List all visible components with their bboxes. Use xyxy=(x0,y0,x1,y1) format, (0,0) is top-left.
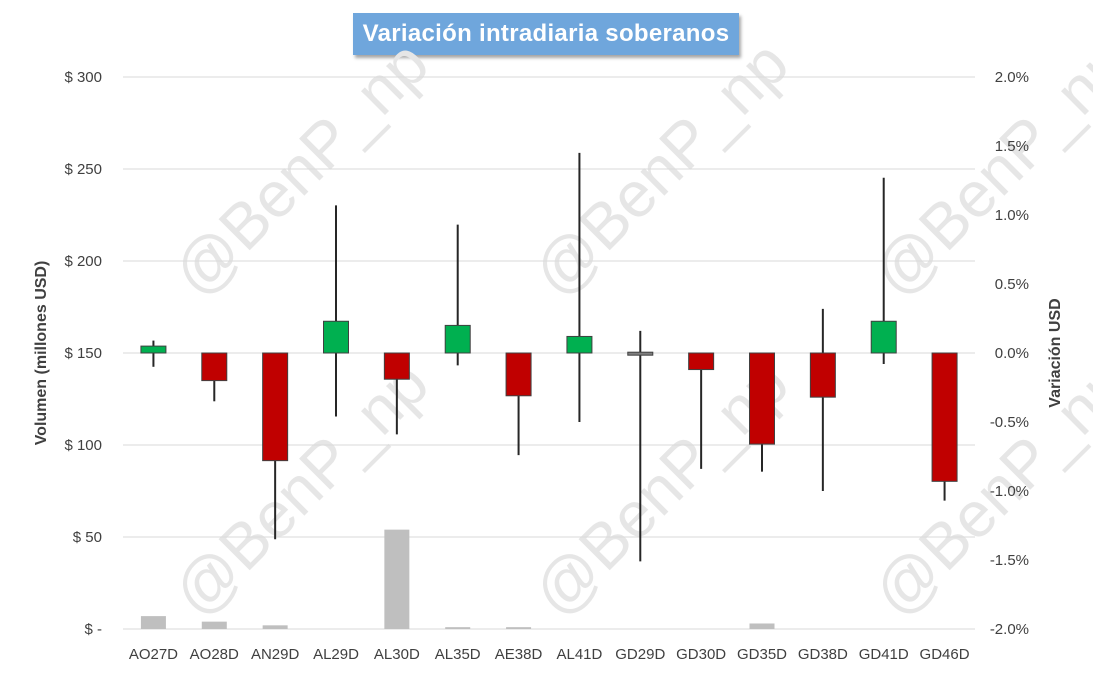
volume-bar xyxy=(262,625,288,629)
x-tick-label: GD46D xyxy=(920,646,970,663)
x-tick-label: GD29D xyxy=(615,646,665,663)
candle-body xyxy=(383,352,410,380)
x-tick-label: AO27D xyxy=(129,646,178,663)
volume-bar xyxy=(445,627,471,629)
x-tick-label: AL35D xyxy=(435,646,481,663)
x-tick-label: AN29D xyxy=(251,646,300,663)
x-tick-label: AO28D xyxy=(190,646,239,663)
x-tick-label: GD38D xyxy=(798,646,848,663)
candle-body xyxy=(749,352,775,445)
candle-body xyxy=(809,352,836,398)
volume-bar xyxy=(384,529,410,629)
left-axis-ticks: $ - $ 50 $ 100 $ 150 $ 200 $ 250 $ 300 xyxy=(64,69,102,638)
x-tick-label: AL29D xyxy=(313,646,359,663)
right-tick-label: -2.0% xyxy=(990,621,1029,638)
candle-body xyxy=(140,345,167,354)
x-tick-label: AE38D xyxy=(495,646,543,663)
left-tick-label: $ 300 xyxy=(64,69,102,86)
volume-bar xyxy=(140,616,166,629)
right-tick-label: 2.0% xyxy=(995,69,1029,86)
right-tick-label: -1.5% xyxy=(990,552,1029,569)
volume-bar xyxy=(749,623,775,629)
x-tick-label: AL30D xyxy=(374,646,420,663)
left-tick-label: $ 150 xyxy=(64,345,102,362)
watermarks: @BenP_np @BenP_np @BenP_np@BenP_np @BenP_np… xyxy=(159,27,1093,630)
right-tick-label: 1.5% xyxy=(995,138,1029,155)
candle-body xyxy=(566,335,593,354)
chart-title: Variación intradiaria soberanos xyxy=(362,20,730,47)
right-tick-label: 0.0% xyxy=(995,345,1029,362)
right-axis-title: Variación USD xyxy=(1047,298,1064,407)
right-tick-label: -1.0% xyxy=(990,483,1029,500)
x-tick-label: GD30D xyxy=(676,646,726,663)
left-axis-title: Volumen (millones USD) xyxy=(33,261,50,446)
left-tick-label: $ 50 xyxy=(73,529,102,546)
candle-body xyxy=(505,352,532,397)
candle-body xyxy=(323,320,349,354)
x-tick-label: GD41D xyxy=(859,646,909,663)
x-axis-ticks: AO27D AO28D AN29D AL29D AL30D AL35D AE38D AL41D… xyxy=(129,646,970,663)
candle-body xyxy=(201,352,228,382)
left-tick-label: $ 100 xyxy=(64,437,102,454)
candle-body xyxy=(688,352,715,371)
right-tick-label: 1.0% xyxy=(995,207,1029,224)
chart-title-box: Variación intradiaria soberanos xyxy=(353,13,739,55)
watermark-text: @BenP_np xyxy=(159,27,442,310)
volume-bars xyxy=(140,529,775,629)
volume-bar xyxy=(506,627,532,629)
right-tick-label: 0.5% xyxy=(995,276,1029,293)
watermark-text: @BenP_np xyxy=(859,27,1093,310)
candle-body xyxy=(931,352,958,482)
watermark-text: @BenP_np xyxy=(519,27,802,310)
candle-body xyxy=(627,351,654,356)
left-tick-label: $ - xyxy=(84,621,102,638)
candle-body xyxy=(444,324,471,354)
x-tick-label: GD35D xyxy=(737,646,787,663)
right-tick-label: -0.5% xyxy=(990,414,1029,431)
candle-body xyxy=(262,352,289,462)
x-tick-label: AL41D xyxy=(556,646,602,663)
candles xyxy=(140,152,958,562)
left-tick-label: $ 250 xyxy=(64,161,102,178)
candle-body xyxy=(870,320,897,354)
volume-bar xyxy=(201,621,227,629)
right-axis-ticks: -2.0% -1.5% -1.0% -0.5% 0.0% 0.5% 1.0% 1.5% 2.0% xyxy=(990,69,1029,638)
left-tick-label: $ 200 xyxy=(64,253,102,270)
